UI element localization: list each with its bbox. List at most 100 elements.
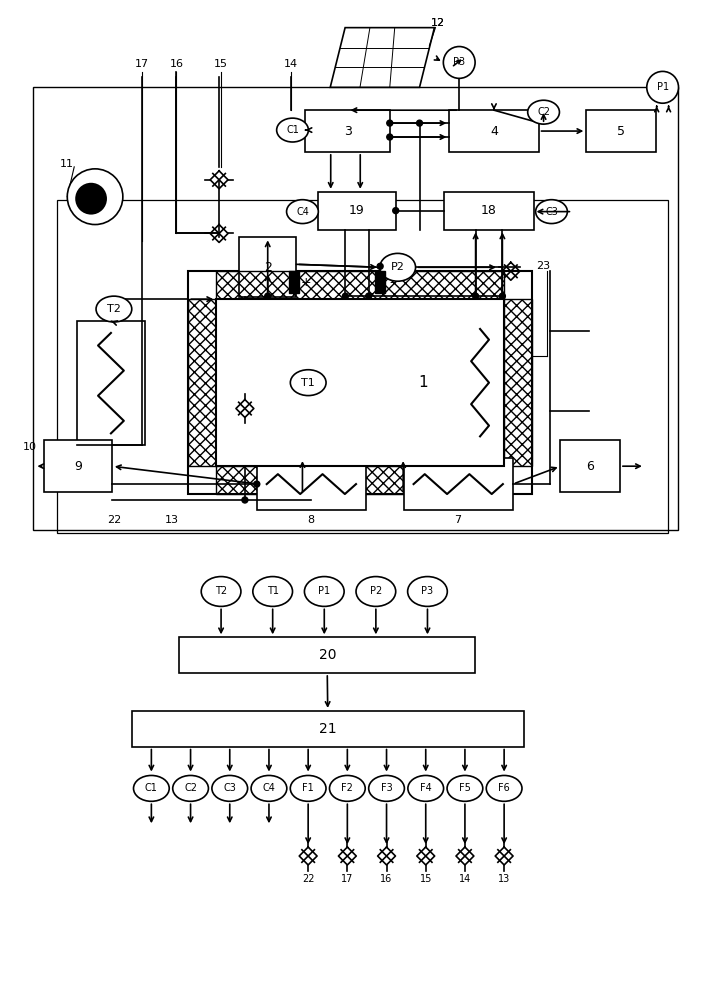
Ellipse shape [408,775,444,801]
Text: T1: T1 [267,586,279,596]
Bar [58,200,668,533]
Text: 10: 10 [22,442,37,452]
Bar [180,637,475,673]
Circle shape [393,208,399,214]
Circle shape [254,481,260,487]
Bar [444,192,533,230]
Ellipse shape [253,577,293,606]
Ellipse shape [486,775,522,801]
Text: 16: 16 [170,59,183,69]
Text: 20: 20 [319,648,336,662]
Text: 14: 14 [459,874,471,884]
Text: 15: 15 [420,874,432,884]
Text: P2: P2 [390,262,405,272]
Text: 18: 18 [481,204,497,217]
Ellipse shape [528,100,559,124]
Bar [216,271,504,299]
Text: 13: 13 [165,515,178,525]
Circle shape [68,169,123,225]
Bar [289,271,299,293]
Text: C4: C4 [296,207,309,217]
Circle shape [387,120,393,126]
Ellipse shape [290,370,326,396]
Text: 2: 2 [264,261,272,274]
Bar [188,271,531,494]
Text: F2: F2 [342,783,353,793]
Bar [77,321,145,445]
Text: 17: 17 [341,874,354,884]
Text: 7: 7 [454,515,461,525]
Text: F4: F4 [420,783,431,793]
Text: C3: C3 [545,207,558,217]
Ellipse shape [329,775,365,801]
Text: 17: 17 [134,59,149,69]
Circle shape [342,293,349,299]
Text: 13: 13 [498,874,510,884]
Text: F6: F6 [498,783,510,793]
Ellipse shape [251,775,287,801]
Bar [216,299,504,466]
Text: 12: 12 [431,18,444,28]
Text: C1: C1 [286,125,299,135]
Ellipse shape [408,577,447,606]
Circle shape [75,183,107,215]
Text: F5: F5 [459,783,471,793]
Text: C2: C2 [184,783,197,793]
Text: 19: 19 [349,204,365,217]
Bar [45,440,112,492]
Text: C3: C3 [224,783,237,793]
Bar [132,711,523,747]
Text: 22: 22 [302,874,314,884]
Circle shape [416,120,423,126]
Text: P2: P2 [370,586,382,596]
Ellipse shape [380,253,416,281]
Ellipse shape [96,296,132,322]
Bar [375,271,385,293]
Text: P1: P1 [656,82,669,92]
Bar [403,458,513,510]
Text: 22: 22 [107,515,121,525]
Circle shape [265,293,270,299]
Bar [306,110,390,152]
Bar [449,110,539,152]
Circle shape [444,47,475,78]
Text: 12: 12 [431,18,444,28]
Text: 1: 1 [418,375,428,390]
Ellipse shape [356,577,395,606]
Text: 16: 16 [380,874,393,884]
Text: T2: T2 [107,304,121,314]
Text: -: - [390,276,394,289]
Text: 4: 4 [490,125,498,138]
Ellipse shape [212,775,247,801]
Circle shape [366,293,372,299]
Text: 9: 9 [74,460,82,473]
Ellipse shape [290,775,326,801]
Bar [188,299,216,466]
Ellipse shape [369,775,404,801]
Bar [216,466,504,494]
Text: C4: C4 [262,783,275,793]
Circle shape [472,293,479,299]
Ellipse shape [287,200,319,224]
Text: +: + [301,276,311,289]
Text: 23: 23 [536,261,551,271]
Bar [319,192,395,230]
Bar [239,237,296,297]
Text: 15: 15 [214,59,228,69]
Bar [560,440,620,492]
Text: 5: 5 [617,125,625,138]
Text: 11: 11 [60,159,74,169]
Ellipse shape [134,775,169,801]
Text: T1: T1 [301,378,315,388]
Bar [504,299,531,466]
Circle shape [377,263,383,269]
Text: 6: 6 [586,460,594,473]
Circle shape [647,71,679,103]
Text: P1: P1 [319,586,330,596]
Text: P3: P3 [453,57,465,67]
Ellipse shape [447,775,482,801]
Text: F1: F1 [302,783,314,793]
Text: 14: 14 [283,59,298,69]
Circle shape [500,293,505,299]
Ellipse shape [304,577,344,606]
